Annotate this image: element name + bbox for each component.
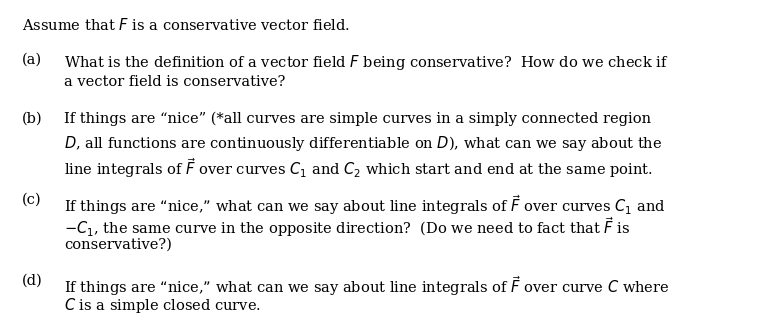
Text: (b): (b) bbox=[22, 112, 43, 125]
Text: conservative?): conservative?) bbox=[64, 237, 172, 252]
Text: (a): (a) bbox=[22, 53, 42, 67]
Text: a vector field is conservative?: a vector field is conservative? bbox=[64, 75, 286, 89]
Text: line integrals of $\vec{F}$ over curves $C_1$ and $C_2$ which start and end at t: line integrals of $\vec{F}$ over curves … bbox=[64, 156, 653, 180]
Text: Assume that $F$ is a conservative vector field.: Assume that $F$ is a conservative vector… bbox=[22, 17, 351, 33]
Text: What is the definition of a vector field $F$ being conservative?  How do we chec: What is the definition of a vector field… bbox=[64, 53, 669, 72]
Text: $-C_1$, the same curve in the opposite direction?  (Do we need to fact that $\ve: $-C_1$, the same curve in the opposite d… bbox=[64, 215, 630, 239]
Text: If things are “nice” (*all curves are simple curves in a simply connected region: If things are “nice” (*all curves are si… bbox=[64, 112, 651, 126]
Text: $D$, all functions are continuously differentiable on $D$), what can we say abou: $D$, all functions are continuously diff… bbox=[64, 134, 663, 153]
Text: (c): (c) bbox=[22, 193, 42, 207]
Text: If things are “nice,” what can we say about line integrals of $\vec{F}$ over cur: If things are “nice,” what can we say ab… bbox=[64, 193, 666, 217]
Text: (d): (d) bbox=[22, 274, 43, 288]
Text: $C$ is a simple closed curve.: $C$ is a simple closed curve. bbox=[64, 296, 261, 315]
Text: If things are “nice,” what can we say about line integrals of $\vec{F}$ over cur: If things are “nice,” what can we say ab… bbox=[64, 274, 669, 298]
